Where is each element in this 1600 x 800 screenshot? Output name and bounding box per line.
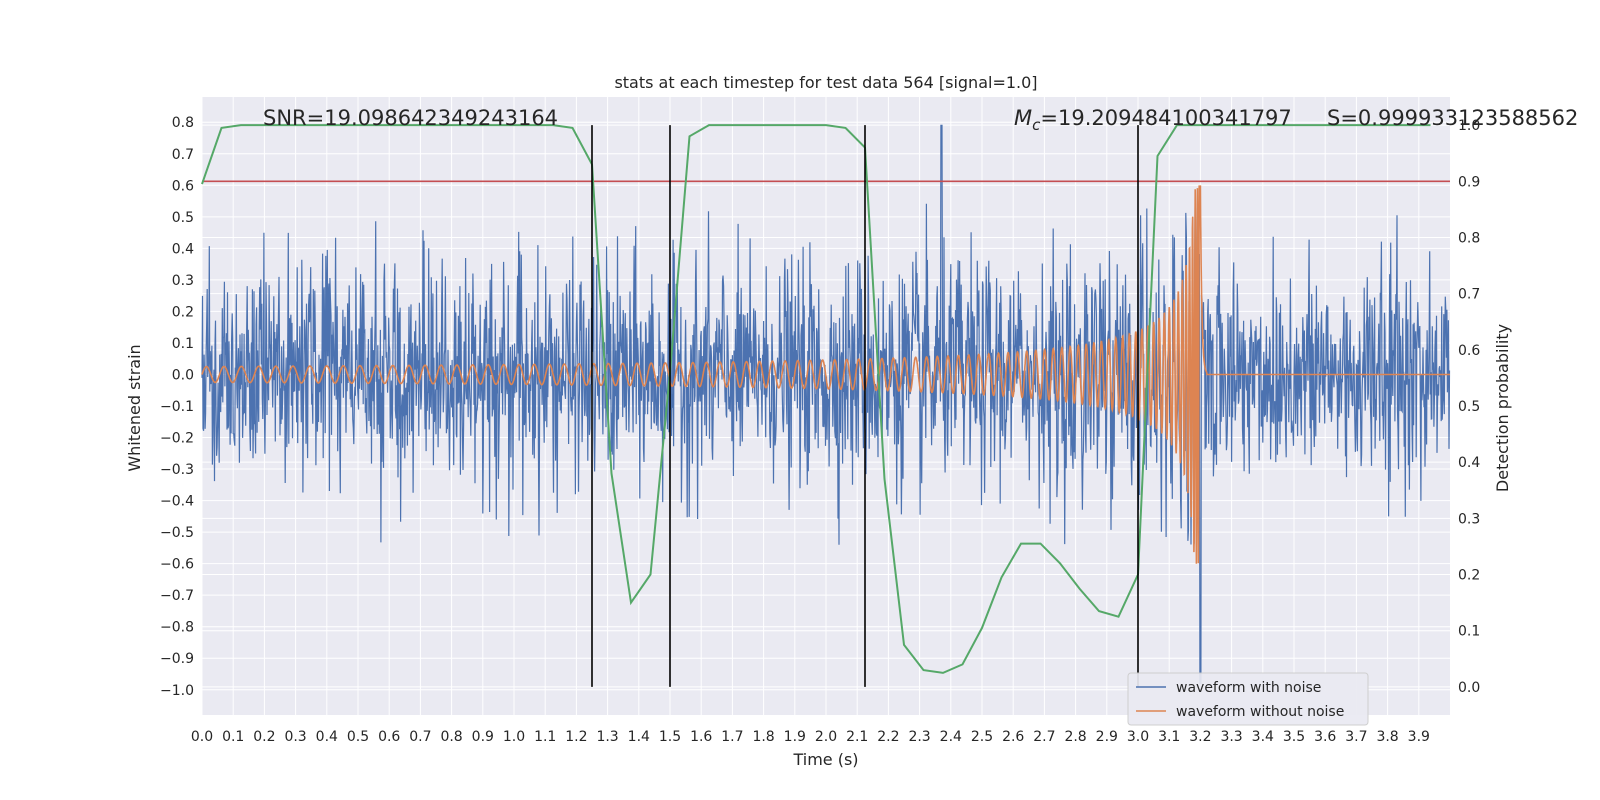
x-tick-label: 1.5 — [659, 729, 681, 745]
x-tick-label: 3.5 — [1283, 729, 1305, 745]
chirp-mass-annotation: Mc=19.209484100341797 — [1014, 106, 1292, 134]
snr-annotation: SNR=19.098642349243164 — [263, 106, 558, 130]
x-tick-label: 2.1 — [846, 729, 868, 745]
y-left-tick-label: −0.6 — [160, 557, 194, 573]
y-right-tick-label: 0.5 — [1458, 399, 1480, 415]
noisy-waveform-line — [201, 124, 1451, 685]
y-axis-right-label: Detection probability — [1493, 324, 1512, 492]
y-left-tick-label: −0.1 — [160, 399, 194, 415]
y-left-tick-label: −0.7 — [160, 588, 194, 604]
legend-box — [1127, 672, 1369, 726]
x-tick-label: 3.4 — [1252, 729, 1274, 745]
x-tick-label: 0.3 — [284, 729, 306, 745]
y-left-tick-label: 0.4 — [172, 241, 194, 257]
x-tick-label: 1.2 — [565, 729, 587, 745]
x-tick-label: 3.0 — [1127, 729, 1149, 745]
y-right-tick-label: 0.9 — [1458, 174, 1480, 190]
chirp-mass-subscript: c — [1032, 116, 1041, 134]
x-tick-label: 0.4 — [316, 729, 338, 745]
x-tick-label: 2.5 — [971, 729, 993, 745]
y-right-tick-label: 0.7 — [1458, 287, 1480, 303]
x-tick-label: 2.9 — [1096, 729, 1118, 745]
y-right-tick-label: 0.8 — [1458, 230, 1480, 246]
y-axis-left-ticks: 0.8 0.7 0.6 0.5 0.4 0.3 0.2 0.1 0.0 −0.1 −0.2 −0.3 −… — [160, 115, 194, 699]
y-right-tick-label: 0.0 — [1458, 680, 1480, 696]
y-left-tick-label: 0.2 — [172, 304, 194, 320]
y-left-tick-label: 0.0 — [172, 367, 194, 383]
y-left-tick-label: −0.2 — [160, 431, 194, 447]
x-tick-label: 2.6 — [1002, 729, 1024, 745]
x-tick-label: 3.1 — [1158, 729, 1180, 745]
y-left-tick-label: −0.5 — [160, 525, 194, 541]
x-tick-label: 2.8 — [1064, 729, 1086, 745]
x-tick-label: 2.3 — [908, 729, 930, 745]
x-tick-label: 0.8 — [440, 729, 462, 745]
series-detection-probability — [201, 124, 1431, 674]
x-tick-label: 3.2 — [1189, 729, 1211, 745]
x-tick-label: 0.6 — [378, 729, 400, 745]
x-tick-label: 3.9 — [1408, 729, 1430, 745]
x-tick-label: 1.6 — [690, 729, 712, 745]
y-left-tick-label: 0.6 — [172, 178, 194, 194]
y-left-tick-label: −0.8 — [160, 620, 194, 636]
x-tick-label: 1.1 — [534, 729, 556, 745]
x-tick-label: 1.0 — [503, 729, 525, 745]
s-annotation: S=0.999933123588562 — [1327, 106, 1578, 130]
x-axis-label: Time (s) — [792, 750, 858, 769]
y-right-tick-label: 0.2 — [1458, 568, 1480, 584]
x-tick-label: 2.7 — [1033, 729, 1055, 745]
x-tick-label: 2.0 — [815, 729, 837, 745]
y-right-tick-label: 0.4 — [1458, 455, 1480, 471]
x-tick-label: 1.7 — [721, 729, 743, 745]
legend-label-clean: waveform without noise — [1176, 704, 1344, 720]
y-right-tick-label: 0.1 — [1458, 624, 1480, 640]
x-tick-label: 0.2 — [253, 729, 275, 745]
y-left-tick-label: −0.4 — [160, 494, 194, 510]
x-tick-label: 0.7 — [409, 729, 431, 745]
y-left-tick-label: 0.5 — [172, 210, 194, 226]
x-tick-label: 1.4 — [628, 729, 650, 745]
x-tick-label: 0.9 — [472, 729, 494, 745]
x-tick-label: 1.3 — [596, 729, 618, 745]
y-right-tick-label: 0.6 — [1458, 343, 1480, 359]
x-tick-label: 0.0 — [191, 729, 213, 745]
y-left-tick-label: 0.1 — [172, 336, 194, 352]
y-right-tick-label: 1.0 — [1458, 118, 1480, 134]
y-left-tick-label: 0.8 — [172, 115, 194, 131]
y-axis-right-ticks: 1.0 0.9 0.8 0.7 0.6 0.5 0.4 0.3 0.2 0.1 0.0 — [1458, 118, 1480, 696]
y-left-tick-label: 0.7 — [172, 147, 194, 163]
chirp-mass-value: =19.209484100341797 — [1040, 106, 1291, 130]
y-left-tick-label: −0.3 — [160, 462, 194, 478]
x-tick-label: 0.5 — [347, 729, 369, 745]
x-tick-label: 3.8 — [1376, 729, 1398, 745]
x-tick-label: 2.2 — [877, 729, 899, 745]
series-waveform-without-noise — [201, 185, 1450, 564]
chirp-mass-symbol: M — [1014, 106, 1032, 130]
x-tick-label: 1.9 — [784, 729, 806, 745]
x-tick-label: 3.7 — [1345, 729, 1367, 745]
y-left-tick-label: 0.3 — [172, 273, 194, 289]
y-left-tick-label: −1.0 — [160, 683, 194, 699]
x-axis-ticks: 0.0 0.1 0.2 0.3 0.4 0.5 0.6 0.7 0.8 0.9 1.0 1.1 1.2 1… — [191, 729, 1430, 745]
x-tick-label: 3.3 — [1220, 729, 1242, 745]
clean-waveform-line — [201, 185, 1450, 564]
x-tick-label: 2.4 — [940, 729, 962, 745]
detection-probability-line — [201, 124, 1431, 674]
vertical-markers — [591, 125, 1139, 687]
chart-title: stats at each timestep for test data 564… — [614, 73, 1037, 92]
x-tick-label: 1.8 — [752, 729, 774, 745]
legend-label-noise: waveform with noise — [1176, 680, 1321, 696]
x-tick-label: 0.1 — [222, 729, 244, 745]
y-left-tick-label: −0.9 — [160, 651, 194, 667]
y-right-tick-label: 0.3 — [1458, 511, 1480, 527]
legend: waveform with noise waveform without noi… — [1127, 672, 1369, 726]
x-tick-label: 3.6 — [1314, 729, 1336, 745]
y-axis-left-label: Whitened strain — [125, 344, 144, 471]
series-waveform-with-noise — [201, 124, 1451, 685]
